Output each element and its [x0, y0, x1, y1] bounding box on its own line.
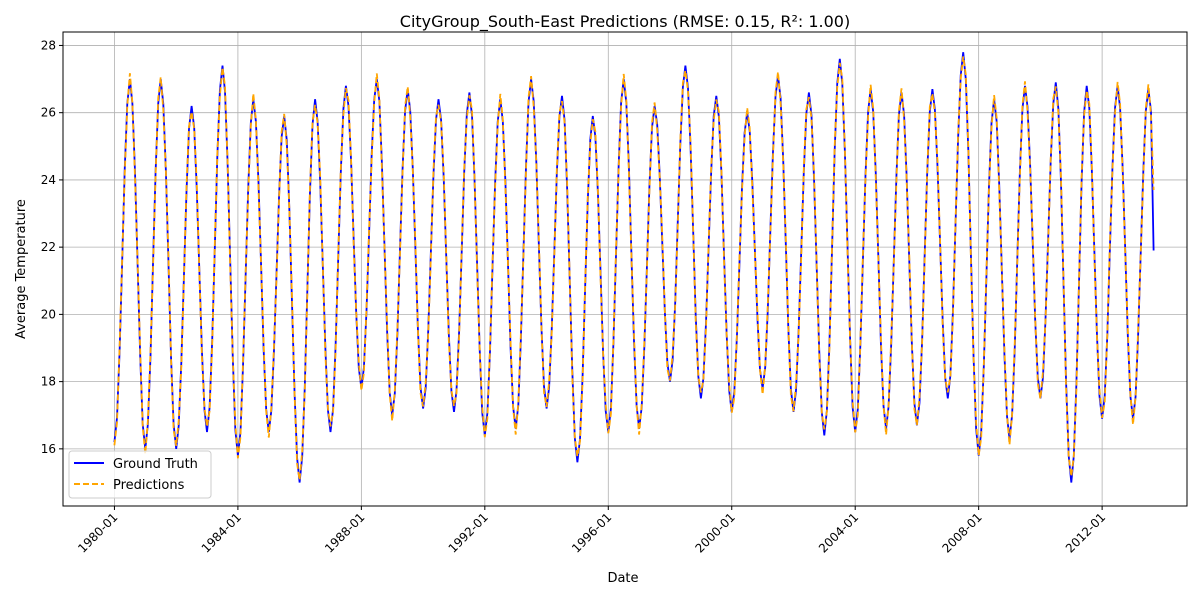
x-axis-label: Date: [607, 571, 638, 586]
x-tick-label: 2000-01: [693, 510, 738, 555]
y-axis: 16 18 20 22 24 26 28: [41, 38, 63, 456]
y-tick-label: 22: [41, 240, 56, 254]
y-tick-label: 16: [41, 442, 56, 456]
x-tick-label: 1988-01: [322, 510, 367, 555]
legend: Ground Truth Predictions: [68, 450, 212, 499]
x-tick-label: 1980-01: [75, 510, 120, 555]
x-tick-label: 2008-01: [939, 510, 984, 555]
y-tick-label: 20: [41, 307, 56, 321]
series-line-predictions: [113, 56, 1155, 481]
x-axis: 1980-01 1984-01 1988-01 1992-01 1996-01 2000-…: [75, 506, 1108, 556]
x-tick-label: 2012-01: [1063, 510, 1108, 555]
x-tick-label: 1984-01: [199, 510, 244, 555]
y-tick-label: 26: [41, 106, 56, 120]
y-tick-label: 18: [41, 375, 56, 389]
y-tick-label: 28: [41, 38, 56, 52]
grid-lines: [63, 32, 1187, 506]
x-tick-label: 1996-01: [569, 510, 614, 555]
x-tick-label: 1992-01: [446, 510, 491, 555]
legend-box: [68, 450, 212, 499]
plot-frame: [62, 31, 1188, 507]
legend-label-predictions: Predictions: [113, 478, 185, 493]
series-layer: [113, 52, 1155, 483]
y-tick-label: 24: [41, 173, 56, 187]
legend-label-ground-truth: Ground Truth: [113, 457, 198, 472]
chart-title: CityGroup_South-East Predictions (RMSE: …: [400, 12, 850, 32]
y-axis-label: Average Temperature: [14, 199, 29, 339]
x-tick-label: 2004-01: [816, 510, 861, 555]
